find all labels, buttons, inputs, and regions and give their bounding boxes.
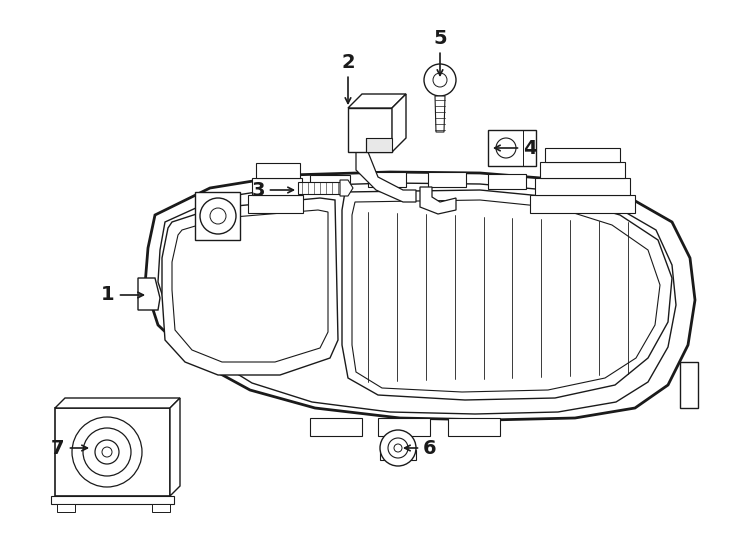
Circle shape — [388, 438, 408, 458]
Polygon shape — [158, 183, 676, 414]
Text: 4: 4 — [495, 138, 537, 158]
Text: 7: 7 — [51, 438, 87, 457]
Polygon shape — [138, 278, 160, 310]
Bar — [256, 163, 300, 178]
Text: 3: 3 — [251, 180, 294, 199]
Circle shape — [72, 417, 142, 487]
Polygon shape — [172, 210, 328, 362]
Polygon shape — [145, 172, 695, 420]
Bar — [378, 418, 430, 436]
Polygon shape — [435, 96, 445, 132]
Bar — [252, 178, 302, 195]
Circle shape — [95, 440, 119, 464]
Bar — [448, 418, 500, 436]
Text: 1: 1 — [101, 286, 143, 305]
Polygon shape — [51, 496, 174, 504]
Polygon shape — [420, 187, 456, 214]
Text: 2: 2 — [341, 52, 355, 103]
Bar — [530, 195, 635, 213]
Bar — [488, 174, 526, 189]
Bar — [57, 504, 75, 512]
Polygon shape — [55, 398, 180, 408]
Polygon shape — [348, 94, 406, 108]
Polygon shape — [392, 94, 406, 152]
Circle shape — [210, 208, 226, 224]
Circle shape — [83, 428, 131, 476]
Text: 6: 6 — [404, 438, 437, 457]
Bar — [540, 162, 625, 178]
Polygon shape — [366, 138, 392, 152]
Bar — [248, 195, 303, 213]
Bar — [535, 178, 630, 195]
Circle shape — [433, 73, 447, 87]
Polygon shape — [348, 108, 392, 152]
Polygon shape — [340, 180, 353, 196]
Polygon shape — [195, 192, 240, 240]
Polygon shape — [55, 408, 170, 496]
Polygon shape — [356, 152, 416, 202]
Circle shape — [394, 444, 402, 452]
Bar — [545, 148, 620, 162]
Bar — [310, 418, 362, 436]
Text: 5: 5 — [433, 29, 447, 76]
Polygon shape — [680, 362, 698, 408]
Circle shape — [496, 138, 516, 158]
Circle shape — [102, 447, 112, 457]
Polygon shape — [162, 198, 338, 375]
Polygon shape — [298, 182, 340, 194]
Circle shape — [424, 64, 456, 96]
Polygon shape — [380, 450, 416, 460]
Polygon shape — [342, 190, 672, 400]
Circle shape — [200, 198, 236, 234]
Polygon shape — [352, 200, 660, 392]
Polygon shape — [170, 398, 180, 496]
Bar — [368, 172, 406, 187]
Bar — [152, 504, 170, 512]
Polygon shape — [488, 130, 536, 166]
Bar — [310, 175, 350, 191]
Circle shape — [380, 430, 416, 466]
Bar — [428, 172, 466, 187]
